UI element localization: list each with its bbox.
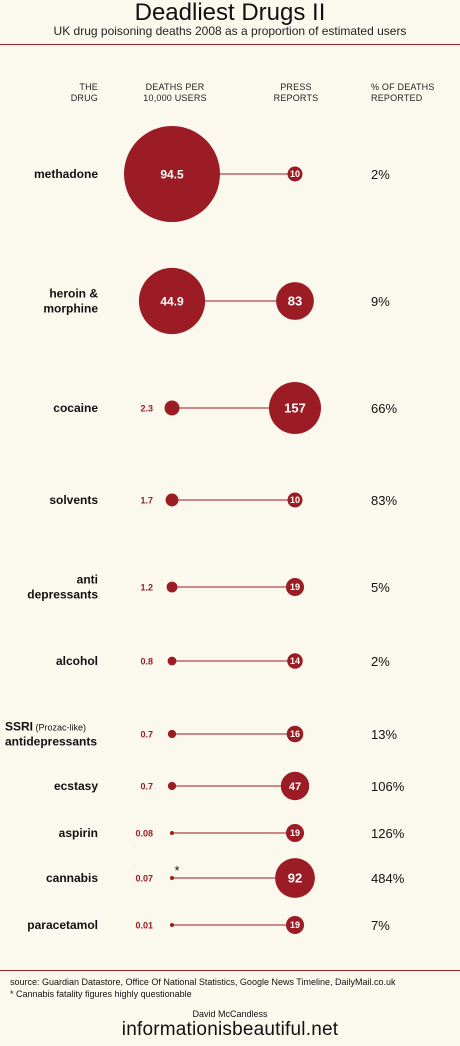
chart-title: Deadliest Drugs II bbox=[134, 0, 326, 26]
press-bubble bbox=[280, 771, 310, 801]
header-drug: THE DRUG bbox=[62, 82, 98, 104]
pct-reported-label: 13% bbox=[371, 727, 397, 742]
deaths-bubble bbox=[166, 581, 178, 593]
press-value-label: 10 bbox=[290, 169, 300, 179]
press-bubble bbox=[285, 577, 305, 597]
pct-reported-label: 106% bbox=[371, 779, 405, 794]
header-deaths-line1: DEATHS PER bbox=[145, 82, 205, 92]
deaths-value-label: 1.7 bbox=[140, 496, 153, 506]
press-value-label: 14 bbox=[290, 656, 300, 666]
header-drug-line2: DRUG bbox=[70, 93, 98, 103]
press-bubble bbox=[287, 492, 303, 508]
press-value-label: 19 bbox=[290, 828, 300, 838]
deaths-bubble bbox=[164, 400, 180, 416]
deaths-value-label: 0.01 bbox=[135, 921, 153, 931]
pct-reported-label: 83% bbox=[371, 493, 397, 508]
footer-author: David McCandless bbox=[192, 1009, 268, 1019]
press-value-label: 16 bbox=[290, 729, 300, 739]
header-press-line2: REPORTS bbox=[273, 93, 319, 103]
press-value-label: 92 bbox=[288, 871, 302, 886]
press-bubble bbox=[275, 858, 315, 898]
drug-name-label: antidepressants bbox=[5, 735, 97, 749]
deaths-bubble bbox=[138, 267, 206, 335]
header-pct-line1: % OF DEATHS bbox=[371, 82, 435, 92]
pct-reported-label: 2% bbox=[371, 167, 390, 182]
pct-reported-label: 126% bbox=[371, 826, 405, 841]
deaths-value-label: 0.08 bbox=[135, 829, 153, 839]
drug-name-label: cannabis bbox=[46, 871, 98, 885]
drug-name-label: methadone bbox=[34, 167, 98, 181]
top-divider bbox=[0, 44, 460, 45]
deaths-value-label: 1.2 bbox=[140, 583, 153, 593]
deaths-value-label: 0.8 bbox=[140, 657, 153, 667]
press-value-label: 157 bbox=[284, 401, 306, 416]
deaths-bubble bbox=[170, 876, 174, 880]
pct-reported-label: 5% bbox=[371, 580, 390, 595]
press-bubble bbox=[285, 915, 305, 935]
drug-name-label: solvents bbox=[49, 493, 98, 507]
deaths-bubble bbox=[167, 729, 177, 739]
pct-reported-label: 66% bbox=[371, 401, 397, 416]
press-bubble bbox=[276, 282, 314, 320]
drug-name-label: anti bbox=[77, 573, 98, 587]
deaths-bubble bbox=[167, 656, 177, 666]
footer-source: source: Guardian Datastore, Office Of Na… bbox=[10, 977, 396, 987]
press-bubble bbox=[286, 725, 304, 743]
asterisk-mark: * bbox=[174, 863, 179, 878]
pct-reported-label: 484% bbox=[371, 871, 405, 886]
pct-reported-label: 2% bbox=[371, 654, 390, 669]
deaths-value-label: 0.7 bbox=[140, 730, 153, 740]
header-pct-line2: REPORTED bbox=[371, 93, 423, 103]
press-bubble bbox=[285, 823, 305, 843]
drug-name-label: cocaine bbox=[53, 401, 98, 415]
press-bubble bbox=[269, 382, 321, 434]
press-bubble bbox=[287, 166, 303, 182]
footer-note: * Cannabis fatality figures highly quest… bbox=[10, 989, 192, 999]
press-value-label: 19 bbox=[290, 582, 300, 592]
deaths-bubble bbox=[170, 831, 174, 835]
chart-subtitle: UK drug poisoning deaths 2008 as a propo… bbox=[53, 24, 407, 38]
deaths-value-label: 0.7 bbox=[140, 782, 153, 792]
deaths-value-label: 2.3 bbox=[140, 404, 153, 414]
header-deaths-line2: 10,000 USERS bbox=[143, 93, 207, 103]
press-value-label: 47 bbox=[289, 781, 301, 793]
press-value-label: 83 bbox=[288, 294, 302, 309]
header-pct: % OF DEATHS REPORTED bbox=[371, 82, 460, 104]
drug-name-label: paracetamol bbox=[27, 918, 98, 932]
deaths-bubble bbox=[170, 923, 174, 927]
deaths-value-label: 44.9 bbox=[160, 295, 184, 309]
drug-name-label: aspirin bbox=[59, 826, 98, 840]
drug-name-label: ecstasy bbox=[54, 779, 98, 793]
deaths-value-label: 94.5 bbox=[160, 168, 184, 182]
drug-name-label: heroin & bbox=[49, 287, 98, 301]
header-press-line1: PRESS bbox=[280, 82, 312, 92]
header-drug-line1: THE bbox=[79, 82, 98, 92]
drug-name-label: alcohol bbox=[56, 654, 98, 668]
header-deaths: DEATHS PER 10,000 USERS bbox=[125, 82, 225, 104]
deaths-bubble bbox=[124, 126, 220, 222]
deaths-value-label: 0.07 bbox=[135, 874, 153, 884]
deaths-bubble bbox=[167, 781, 177, 791]
drug-name-label: SSRI (Prozac-like) bbox=[5, 720, 86, 734]
footer-brand: informationisbeautiful.net bbox=[121, 1019, 339, 1040]
press-bubble bbox=[287, 653, 303, 669]
deaths-bubble bbox=[165, 493, 179, 507]
header-press: PRESS REPORTS bbox=[260, 82, 332, 104]
drug-name-label: morphine bbox=[43, 302, 98, 316]
press-value-label: 10 bbox=[290, 495, 300, 505]
pct-reported-label: 7% bbox=[371, 918, 390, 933]
drug-name-label: depressants bbox=[27, 588, 98, 602]
press-value-label: 19 bbox=[290, 920, 300, 930]
bottom-divider bbox=[0, 970, 460, 971]
footer-source-block: source: Guardian Datastore, Office Of Na… bbox=[10, 976, 396, 1000]
pct-reported-label: 9% bbox=[371, 294, 390, 309]
